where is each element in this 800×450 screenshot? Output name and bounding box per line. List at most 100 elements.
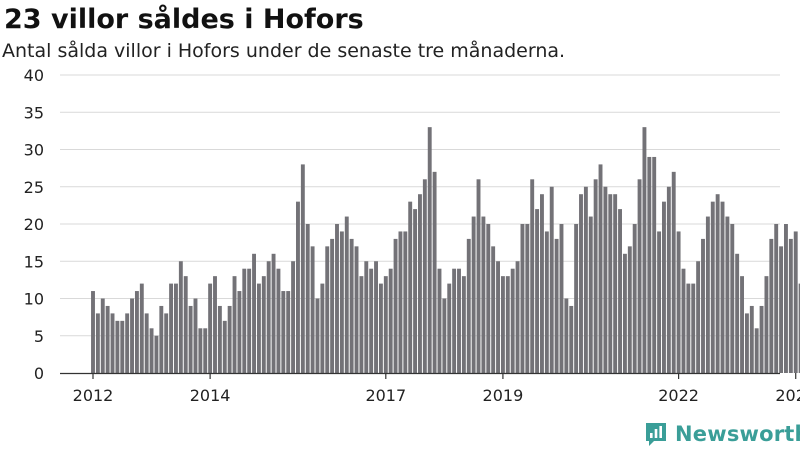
bar (798, 283, 800, 373)
bar (256, 283, 261, 373)
bar (364, 261, 369, 373)
bar (291, 261, 296, 373)
bar (491, 246, 496, 373)
bar (276, 268, 281, 373)
bar (466, 238, 471, 373)
y-tick-label: 5 (34, 327, 44, 346)
bar (198, 328, 203, 373)
bar (725, 216, 730, 373)
bar (569, 305, 574, 373)
bar (188, 305, 193, 373)
y-tick-label: 20 (24, 215, 44, 234)
bar (130, 298, 134, 373)
x-axis-tick-labels: 2012 2014 2017 2019 2022 2024 (73, 386, 800, 405)
bar (554, 238, 559, 373)
y-tick-label: 0 (34, 364, 44, 383)
bar (144, 313, 149, 373)
bar (471, 216, 476, 373)
bar (388, 268, 393, 373)
bar (330, 238, 335, 373)
bar (632, 224, 637, 373)
bar (496, 261, 500, 373)
bar (457, 268, 461, 373)
bar (115, 320, 120, 373)
bar (618, 209, 622, 373)
bar (300, 164, 305, 373)
bar (286, 291, 291, 373)
bar (437, 268, 442, 373)
bar (339, 231, 344, 373)
bar (642, 127, 647, 374)
bar (505, 276, 510, 373)
bar (105, 305, 110, 373)
bar (217, 305, 222, 373)
bar (627, 246, 632, 373)
bars (91, 127, 800, 374)
newsworthy-logo-icon (646, 423, 666, 446)
bar (652, 156, 657, 373)
bar (691, 283, 696, 373)
newsworthy-logo: Newsworthy (644, 420, 800, 448)
x-tick-label: 2019 (483, 386, 524, 405)
bar (598, 164, 603, 373)
bar (749, 305, 754, 373)
bar (110, 313, 115, 373)
bar (754, 328, 759, 373)
bar (139, 283, 144, 373)
bar (422, 179, 427, 373)
logo-text: Newsworthy (675, 422, 800, 446)
bar (134, 291, 139, 373)
bar (213, 276, 217, 373)
bar (315, 298, 320, 373)
bar (164, 313, 169, 373)
bar (296, 201, 300, 373)
bar (701, 238, 705, 373)
bar (583, 186, 588, 373)
bar (476, 179, 481, 373)
bar (335, 224, 339, 373)
bar (222, 320, 227, 373)
bar (603, 186, 608, 373)
bar (349, 238, 354, 373)
x-tick-label: 2012 (73, 386, 114, 405)
bar (588, 216, 593, 373)
bar (769, 238, 774, 373)
bar (408, 201, 413, 373)
bar (788, 238, 793, 373)
chart-title: 23 villor såldes i Hofors (4, 4, 364, 35)
bar (735, 253, 740, 373)
bar (564, 298, 569, 373)
bar (593, 179, 598, 373)
bar (686, 283, 691, 373)
bar (266, 261, 271, 373)
y-tick-label: 40 (24, 66, 44, 85)
bar (510, 268, 515, 373)
bar (247, 268, 252, 373)
bar (100, 298, 105, 373)
bar (369, 268, 374, 373)
bar (281, 291, 286, 373)
bar (740, 276, 744, 373)
bar (622, 253, 627, 373)
bar (271, 253, 276, 373)
x-tick-label: 2014 (190, 386, 231, 405)
bar (613, 194, 618, 373)
y-tick-label: 15 (24, 252, 44, 271)
bar (657, 231, 662, 373)
bar (544, 231, 549, 373)
bar (481, 216, 486, 373)
bar (232, 276, 237, 373)
bar (193, 298, 198, 373)
bar (549, 186, 554, 373)
bar (784, 224, 788, 373)
bar (774, 224, 779, 373)
bar (91, 291, 95, 373)
bar (744, 313, 749, 373)
bar (720, 201, 725, 373)
y-axis-tick-labels: 0 5 10 15 20 25 30 35 40 (24, 66, 44, 383)
bar (579, 194, 583, 373)
bar (242, 268, 247, 373)
bar (120, 320, 125, 373)
bar (500, 276, 505, 373)
